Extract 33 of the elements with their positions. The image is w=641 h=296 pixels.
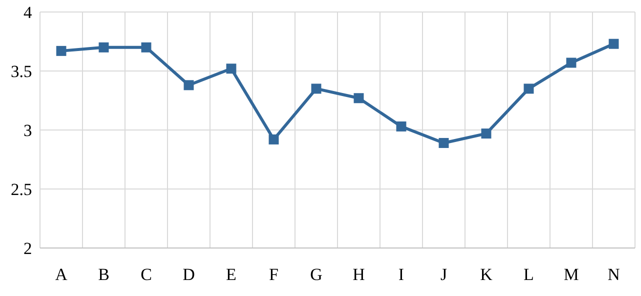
point [481, 128, 492, 139]
x-tick-label: I [398, 265, 404, 284]
y-tick-label: 3.5 [10, 62, 32, 81]
x-tick-label: D [182, 265, 195, 284]
point [141, 42, 152, 52]
point [524, 84, 534, 94]
x-tick-label: E [226, 265, 236, 284]
point [268, 134, 279, 144]
x-tick-label: A [55, 265, 68, 284]
point [438, 138, 449, 148]
point [56, 46, 66, 56]
point [396, 121, 406, 132]
x-tick-label: G [310, 265, 322, 284]
y-tick-label: 3 [24, 120, 32, 140]
y-tick-label: 2.5 [10, 180, 32, 199]
x-tick-label: H [352, 265, 365, 284]
x-tick-label: N [608, 265, 620, 284]
point [354, 93, 364, 104]
point [226, 64, 236, 74]
y-tick-label: 4 [24, 2, 32, 22]
y-tick-label: 2 [24, 238, 32, 258]
x-tick-label: J [440, 265, 448, 284]
x-tick-label: F [269, 265, 278, 284]
point [311, 84, 322, 94]
point [566, 58, 576, 68]
point [184, 80, 194, 90]
x-tick-label: M [564, 265, 579, 284]
point [608, 38, 619, 49]
x-tick-label: B [98, 265, 110, 284]
x-tick-label: C [140, 265, 152, 284]
x-tick-label: L [524, 265, 534, 284]
point [98, 42, 109, 52]
x-tick-label: K [480, 265, 494, 284]
